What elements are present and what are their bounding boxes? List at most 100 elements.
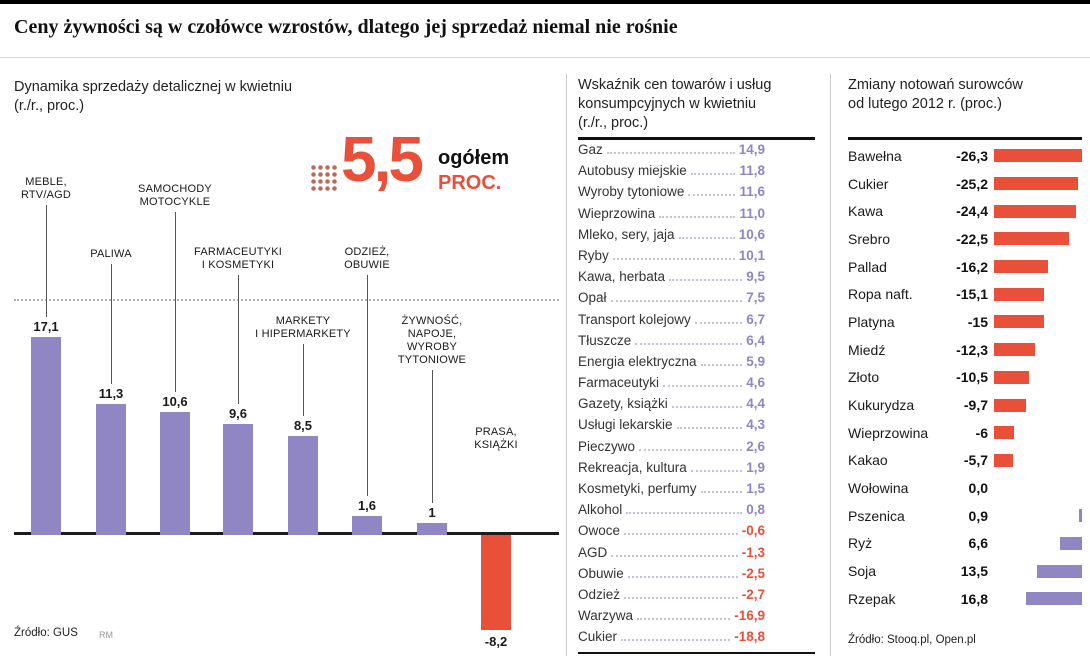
dotted-leader	[637, 618, 731, 621]
commodity-label: Rzepak	[848, 590, 896, 607]
cpi-item-label: Obuwie	[578, 565, 624, 581]
commodity-row: Ropa naft. -15,1	[848, 280, 1082, 308]
retail-bar-value: 17,1	[33, 319, 59, 334]
cpi-item-label: Pieczywo	[578, 438, 636, 454]
commodity-bar	[994, 426, 1014, 440]
commodity-value: -26,3	[956, 147, 988, 164]
cpi-item-value: -18,8	[734, 629, 765, 645]
cpi-item-value: 6,7	[746, 311, 765, 327]
dotted-leader	[663, 385, 743, 388]
cpi-row: Cukier -18,8	[578, 629, 765, 650]
commodities-top-rule	[848, 137, 1082, 140]
commodity-bar	[994, 287, 1045, 301]
commodity-bar	[994, 204, 1076, 218]
cpi-item-label: Odzież	[578, 586, 621, 602]
commodity-label: Srebro	[848, 230, 891, 247]
cpi-item-label: AGD	[578, 544, 608, 560]
commodity-bar-area	[994, 149, 1082, 163]
cpi-heading: Wskaźnik cen towarów i usług konsumpcyjn…	[578, 76, 771, 133]
commodity-row: Rzepak 16,8	[848, 585, 1082, 613]
cpi-row: Wyroby tytoniowe 11,6	[578, 184, 765, 205]
panel-divider-left	[566, 74, 567, 656]
dotted-leader	[626, 512, 743, 515]
commodity-row: Soja 13,5	[848, 557, 1082, 585]
cpi-row: Transport kolejowy 6,7	[578, 312, 765, 333]
cpi-item-value: 6,4	[746, 332, 765, 348]
dotted-leader	[688, 194, 736, 197]
dotted-leader	[690, 469, 743, 472]
cpi-heading-line2: konsumpcyjnych w kwietniu	[578, 96, 757, 112]
commodity-value: -9,7	[963, 397, 988, 414]
dotted-leader	[700, 363, 743, 366]
commodity-bar-area	[994, 232, 1082, 246]
dotted-leader	[624, 533, 738, 536]
cpi-row: Kawa, herbata 9,5	[578, 269, 765, 290]
commodity-label: Złoto	[848, 369, 880, 386]
commodity-row: Pszenica 0,9	[848, 502, 1082, 530]
commodity-value: -25,2	[956, 175, 988, 192]
retail-chart-heading: Dynamika sprzedaży detalicznej w kwietni…	[14, 78, 292, 116]
retail-bar	[160, 412, 190, 535]
commodity-value: -12,3	[956, 341, 988, 358]
dotted-leader	[610, 300, 743, 303]
cpi-item-label: Usługi lekarskie	[578, 417, 673, 433]
commodity-bar	[1060, 536, 1082, 550]
dotted-square-icon	[310, 164, 338, 192]
cpi-bottom-rule	[578, 652, 815, 654]
retail-bar-value: 11,3	[98, 386, 124, 401]
cpi-item-value: 2,6	[746, 438, 765, 454]
commodity-bar-area	[994, 398, 1082, 412]
dotted-leader	[639, 448, 743, 451]
cpi-item-value: 11,8	[739, 163, 765, 179]
retail-bar	[31, 337, 61, 535]
commodity-label: Kawa	[848, 203, 884, 220]
cpi-row: Alkohol 0,8	[578, 502, 765, 523]
cpi-item-label: Wyroby tytoniowe	[578, 184, 685, 200]
retail-bar	[352, 516, 382, 535]
commodities-heading-line2: od lutego 2012 r. (proc.)	[848, 96, 1002, 112]
commodity-value: 0,9	[968, 507, 988, 524]
label-connector-line	[238, 275, 239, 404]
commodity-label: Bawełna	[848, 147, 902, 164]
commodities-source-note: Źródło: Stooq.pl, Open.pl	[848, 634, 976, 646]
label-connector-line	[46, 205, 47, 317]
dotted-leader	[635, 342, 743, 345]
cpi-row: Tłuszcze 6,4	[578, 333, 765, 354]
retail-bar-value: 8,5	[293, 418, 313, 433]
cpi-item-value: 5,9	[746, 353, 765, 369]
cpi-row: Owoce -0,6	[578, 523, 765, 544]
cpi-row: Rekreacja, kultura 1,9	[578, 460, 765, 481]
cpi-item-label: Owoce	[578, 523, 621, 539]
dotted-leader	[606, 152, 735, 154]
commodity-value: -16,2	[956, 258, 988, 275]
commodity-bar-area	[994, 204, 1082, 218]
cpi-row: Warzywa -16,9	[578, 608, 765, 629]
dotted-leader	[671, 406, 743, 409]
retail-category-label: ŻYWNOŚĆ, NAPOJE, WYROBY TYTONIOWE	[397, 315, 467, 366]
commodity-value: -6	[975, 424, 988, 441]
commodities-bar-list: Bawełna -26,3 Cukier -25,2 Kawa -24,4 Sr…	[848, 142, 1082, 613]
commodity-bar	[994, 149, 1082, 163]
cpi-item-label: Rekreacja, kultura	[578, 459, 687, 475]
commodity-label: Ryż	[848, 535, 873, 552]
dotted-leader	[690, 173, 736, 176]
commodity-row: Pallad -16,2	[848, 253, 1082, 281]
commodity-bar	[1079, 509, 1082, 523]
label-connector-line	[111, 264, 112, 384]
cpi-item-label: Wieprzowina	[578, 205, 656, 221]
commodity-value: -24,4	[956, 203, 988, 220]
retail-bar-chart: 17,1 MEBLE, RTV/AGD 11,3 PALIWA 10,6 SAMOCHODY…	[14, 170, 559, 650]
x-axis-line	[14, 532, 559, 535]
commodity-row: Cukier -25,2	[848, 170, 1082, 198]
cpi-item-label: Opał	[578, 290, 607, 306]
top-border-rule	[0, 0, 1090, 4]
dotted-leader	[659, 215, 736, 218]
cpi-row: Odzież -2,7	[578, 587, 765, 608]
cpi-item-label: Tłuszcze	[578, 332, 632, 348]
commodity-label: Kukurydza	[848, 397, 915, 414]
commodity-bar-area	[994, 592, 1082, 606]
cpi-row: Energia elektryczna 5,9	[578, 354, 765, 375]
commodity-row: Kukurydza -9,7	[848, 391, 1082, 419]
commodity-value: 16,8	[960, 590, 988, 607]
